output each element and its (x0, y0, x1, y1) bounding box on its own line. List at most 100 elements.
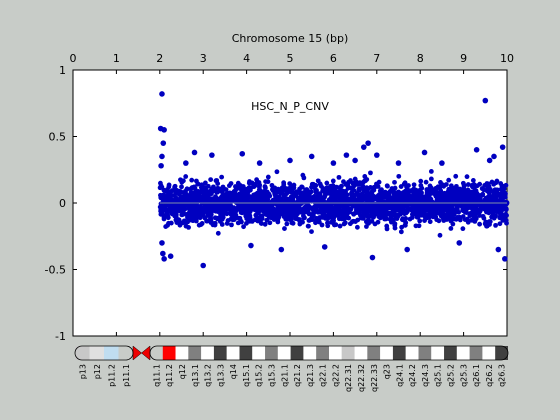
y-tick-label: 1 (59, 64, 66, 77)
data-point (482, 97, 489, 104)
data-point (400, 203, 406, 208)
data-point (446, 186, 452, 192)
data-point (379, 210, 385, 216)
data-point (243, 188, 249, 194)
data-point (453, 173, 459, 179)
data-point (373, 205, 378, 211)
data-point (497, 204, 502, 210)
data-point (469, 217, 474, 223)
data-point (179, 184, 184, 190)
data-point (492, 206, 498, 212)
data-point (346, 215, 352, 221)
data-point (182, 194, 188, 200)
data-point (427, 183, 433, 189)
data-point (484, 188, 490, 194)
x-tick-label: 10 (500, 52, 514, 65)
data-point (200, 210, 206, 216)
data-point (464, 174, 470, 180)
ideogram-band (239, 346, 253, 360)
band-label: q24.1 (395, 364, 404, 387)
data-point (371, 187, 377, 193)
data-point (396, 173, 402, 179)
data-point (363, 204, 369, 210)
data-point (235, 196, 241, 202)
band-label: q22.1 (319, 364, 328, 387)
data-point (321, 244, 328, 250)
data-point (454, 194, 460, 200)
data-point (191, 149, 198, 156)
data-point (161, 127, 167, 133)
data-point (421, 196, 427, 201)
data-point (291, 192, 297, 198)
data-point (488, 194, 494, 200)
data-point (480, 191, 486, 197)
data-point (253, 212, 259, 218)
band-label: q21.2 (293, 364, 302, 387)
data-point (461, 183, 467, 188)
data-point (400, 216, 406, 222)
data-point (161, 192, 166, 198)
band-label: q15.3 (267, 364, 276, 387)
data-point (203, 188, 209, 194)
data-point (386, 204, 392, 210)
data-point (297, 186, 302, 192)
data-point (483, 204, 489, 210)
data-point (421, 149, 428, 156)
data-point (391, 190, 397, 195)
data-point (200, 262, 206, 269)
data-point (402, 180, 408, 186)
data-point (261, 208, 266, 214)
data-point (246, 211, 252, 216)
data-point (305, 223, 311, 229)
ideogram-band (329, 346, 342, 360)
band-label: p11.2 (107, 364, 116, 387)
data-point (481, 187, 487, 193)
data-point (337, 195, 342, 201)
ideogram-band (341, 346, 355, 360)
data-point (285, 212, 291, 218)
data-point (215, 216, 220, 221)
ideogram-band (316, 346, 329, 360)
data-point (503, 182, 509, 188)
band-label: q11.1 (152, 364, 161, 387)
band-label: q26.1 (472, 364, 481, 387)
band-label: q24.3 (421, 364, 430, 387)
data-point (183, 190, 188, 196)
data-point (272, 190, 278, 196)
data-point (469, 197, 475, 202)
data-point (439, 160, 445, 166)
data-point (394, 201, 400, 207)
data-point (364, 177, 370, 182)
data-point (217, 196, 223, 201)
data-point (254, 205, 260, 211)
data-point (382, 189, 388, 195)
data-point (392, 222, 398, 228)
data-point (161, 216, 167, 222)
data-point (167, 253, 174, 259)
data-point (451, 209, 456, 215)
data-point (177, 220, 183, 226)
data-point (237, 215, 243, 221)
data-point (338, 203, 344, 209)
data-point (202, 180, 208, 186)
data-point (328, 211, 333, 217)
data-point (300, 196, 306, 202)
data-point (400, 208, 406, 214)
band-label: q26.3 (498, 364, 507, 387)
data-point (274, 169, 280, 175)
data-point (208, 212, 214, 217)
data-point (421, 209, 427, 215)
data-point (173, 217, 179, 223)
data-point (414, 214, 420, 220)
ideogram-band (367, 346, 381, 360)
data-point (325, 223, 331, 229)
data-point (235, 205, 241, 210)
data-point (356, 199, 362, 205)
data-point (503, 217, 509, 223)
data-point (209, 152, 215, 158)
data-point (285, 216, 291, 222)
data-point (503, 207, 509, 213)
data-point (198, 196, 204, 202)
data-point (352, 157, 358, 164)
